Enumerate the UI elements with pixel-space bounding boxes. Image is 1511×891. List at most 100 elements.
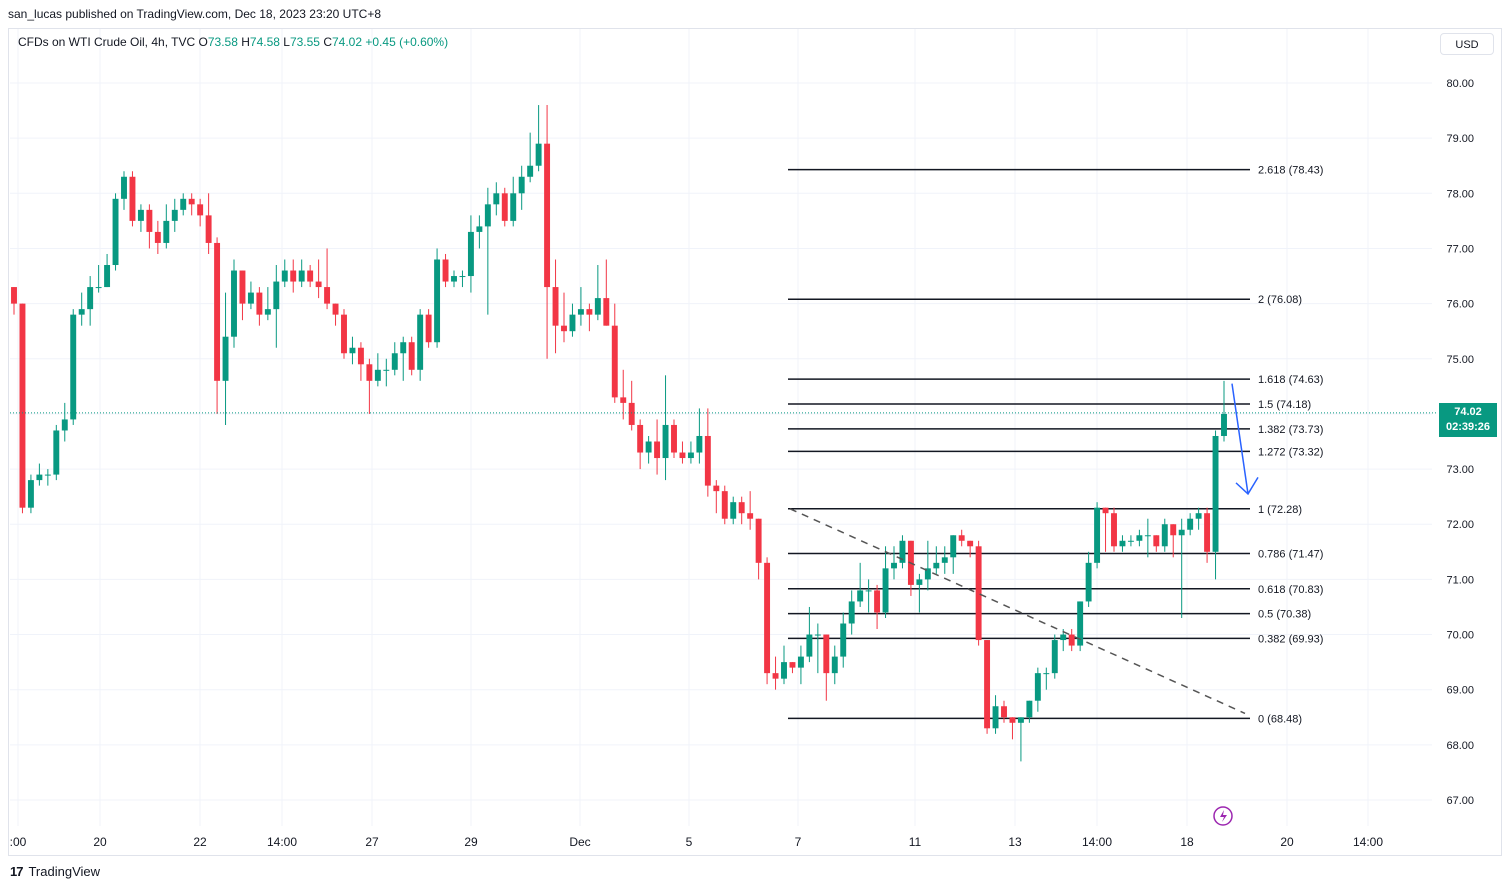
y-tick-label: 78.00 (1446, 188, 1474, 200)
x-tick-label: 27 (365, 835, 379, 849)
fib-level-label: 0.618 (70.83) (1258, 584, 1323, 596)
candle-body (315, 281, 322, 288)
candle-body (1221, 413, 1227, 436)
y-tick-label: 71.00 (1446, 574, 1474, 586)
y-tick-label: 69.00 (1446, 685, 1474, 697)
close-label: C (323, 35, 332, 49)
last-price-value: 74.02 (1454, 406, 1482, 418)
candle-body (594, 298, 601, 315)
candle-body (273, 281, 280, 310)
candle-body (1153, 535, 1160, 547)
candle-body (984, 640, 991, 729)
candle-body (281, 270, 288, 282)
fib-level-label: 1.618 (74.63) (1258, 374, 1323, 386)
candle-body (764, 562, 771, 674)
candle-body (383, 369, 390, 371)
candle-body (823, 634, 830, 674)
brand-name: TradingView (28, 864, 101, 879)
fib-level-label: 0.5 (70.38) (1258, 609, 1311, 621)
candle-series (11, 105, 1227, 762)
bar-countdown: 02:39:26 (1445, 421, 1491, 433)
x-tick-label: 7 (795, 835, 802, 849)
low-label: L (283, 35, 290, 49)
y-tick-label: 75.00 (1446, 354, 1474, 366)
candle-body (366, 364, 373, 381)
tradingview-logo-icon: 17 (10, 864, 24, 879)
currency-button[interactable]: USD (1440, 33, 1494, 55)
candle-body (484, 204, 491, 227)
candle-body (391, 353, 398, 370)
y-tick-label: 80.00 (1446, 78, 1474, 90)
candle-body (341, 314, 347, 354)
candle-body (1119, 540, 1126, 547)
candle-body (747, 513, 754, 519)
candle-body (349, 347, 356, 354)
candle-body (264, 309, 271, 315)
open-label: O (198, 35, 208, 49)
lightning-icon (1220, 810, 1227, 822)
candle-body (645, 441, 652, 453)
candle-body (239, 270, 246, 304)
x-tick-label: :00 (10, 835, 27, 849)
candle-body (104, 265, 111, 288)
candle-body (544, 143, 551, 288)
x-tick-label: Dec (569, 835, 590, 849)
candle-body (357, 347, 364, 365)
candle-body (1212, 435, 1219, 552)
candle-body (1170, 524, 1177, 536)
candle-body (518, 176, 525, 194)
close-value: 74.02 (332, 35, 363, 49)
candle-body (941, 557, 948, 563)
candle-body (628, 402, 635, 425)
candle-body (256, 292, 263, 315)
y-tick-label: 67.00 (1446, 795, 1474, 807)
y-tick-label: 76.00 (1446, 299, 1474, 311)
candle-body (1111, 513, 1117, 547)
candle-body (476, 226, 483, 232)
open-value: 73.58 (207, 35, 238, 49)
candle-body (1077, 601, 1084, 646)
candle-body (781, 662, 787, 679)
fib-level-label: 0 (68.48) (1258, 713, 1302, 725)
candle-body (501, 193, 508, 221)
x-tick-label: 5 (686, 835, 693, 849)
candle-body (899, 540, 906, 563)
x-tick-label: 14:00 (1353, 835, 1383, 849)
candle-body (857, 590, 864, 602)
candle-body (992, 706, 999, 729)
y-tick-label: 73.00 (1446, 464, 1474, 476)
candle-body (1144, 535, 1151, 537)
candle-body (924, 568, 931, 580)
candle-body (19, 303, 26, 508)
candle-body (1136, 535, 1143, 541)
candle-body (374, 369, 381, 381)
change-value: +0.45 (+0.60%) (365, 35, 449, 49)
candle-body (679, 452, 686, 459)
candle-body (78, 309, 85, 315)
candle-body (806, 634, 813, 657)
candle-body (704, 435, 711, 486)
candle-body (891, 562, 897, 569)
candle-body (561, 325, 567, 332)
candle-body (603, 298, 610, 326)
candle-body (332, 303, 339, 315)
chart-frame[interactable] (8, 28, 1502, 856)
grid-lines (10, 29, 1432, 826)
time-axis: :00 20 22 14:00 27 29 Dec 5 7 11 13 14:00 18 20 14:00 (10, 835, 1384, 849)
candle-body (831, 656, 838, 674)
candle-body (434, 259, 441, 343)
candle-body (1094, 507, 1101, 563)
candle-body (721, 491, 728, 519)
candle-body (535, 143, 542, 166)
fib-level-label: 0.786 (71.47) (1258, 548, 1323, 560)
y-tick-label: 79.00 (1446, 133, 1474, 145)
candle-body (1204, 513, 1211, 552)
x-tick-label: 29 (464, 835, 478, 849)
footer-brand[interactable]: 17 TradingView (10, 864, 100, 879)
candle-body (814, 634, 821, 636)
low-value: 73.55 (289, 35, 320, 49)
candle-body (493, 193, 500, 205)
candle-body (840, 623, 847, 657)
candle-body (552, 287, 559, 326)
